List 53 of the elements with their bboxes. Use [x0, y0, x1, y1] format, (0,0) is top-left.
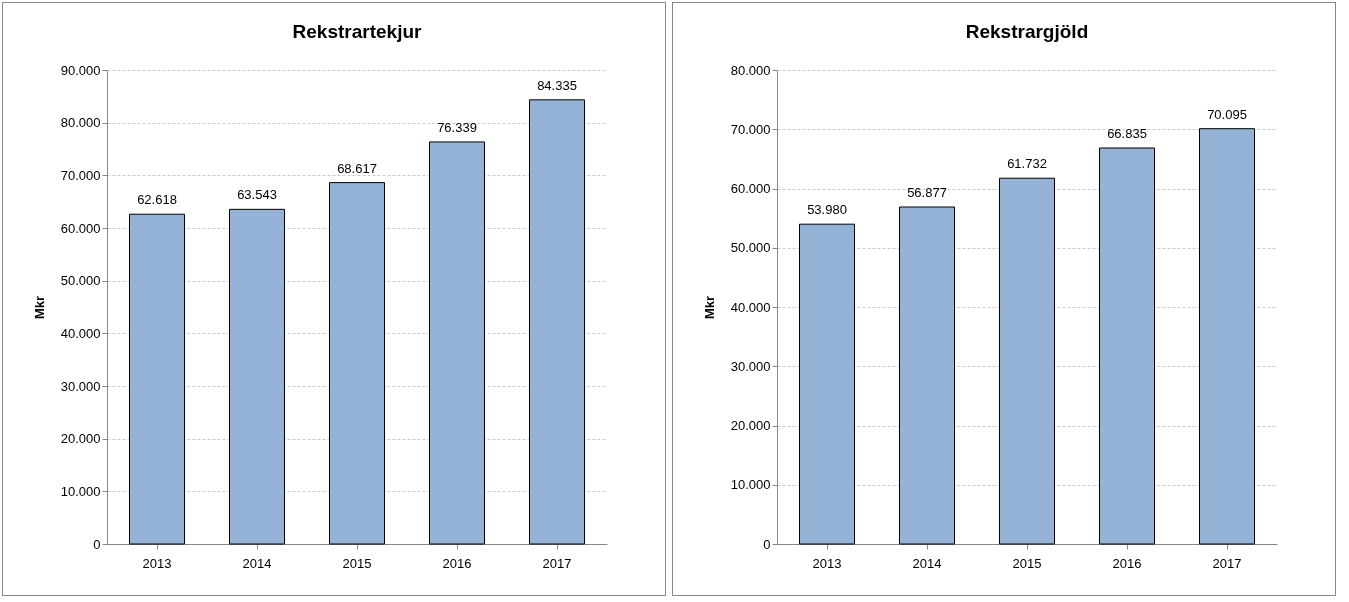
x-tick-label: 2016 [1112, 555, 1142, 571]
bar [229, 208, 285, 545]
y-tick-label: 70.000 [730, 121, 771, 137]
x-tick-label: 2017 [1212, 555, 1242, 571]
y-tick-label: 60.000 [60, 220, 101, 236]
bar [129, 213, 185, 545]
y-axis-title: Mkr [31, 295, 47, 320]
y-tick-label: 70.000 [60, 167, 101, 183]
bar [529, 99, 585, 545]
data-label: 76.339 [437, 119, 477, 135]
bar [429, 141, 485, 545]
bar [1099, 147, 1155, 545]
data-label: 63.543 [237, 187, 277, 203]
y-tick-label: 0 [763, 536, 771, 552]
bar [329, 182, 385, 545]
y-tick-label: 10.000 [730, 477, 771, 493]
data-label: 70.095 [1207, 106, 1247, 122]
data-label: 68.617 [337, 160, 377, 176]
data-label: 56.877 [907, 185, 947, 200]
y-tick-label: 20.000 [60, 431, 101, 447]
x-tick-label: 2013 [142, 555, 172, 571]
bar [899, 206, 955, 545]
data-label: 53.980 [807, 202, 847, 218]
bar [999, 177, 1055, 545]
y-tick-label: 50.000 [60, 273, 101, 289]
bar [1199, 128, 1255, 545]
bar [799, 223, 855, 545]
y-tick-label: 30.000 [730, 358, 771, 374]
x-tick-label: 2014 [912, 555, 942, 571]
x-tick-label: 2015 [342, 555, 372, 571]
y-tick-label: 50.000 [730, 240, 771, 256]
data-label: 84.335 [537, 77, 577, 93]
x-tick-label: 2014 [242, 555, 272, 571]
x-tick-label: 2013 [812, 555, 842, 571]
chart-title: Rekstrartekjur [292, 21, 423, 42]
y-tick-label: 40.000 [730, 299, 771, 315]
data-label: 62.618 [137, 192, 177, 208]
data-label: 66.835 [1107, 126, 1147, 141]
y-tick-label: 40.000 [60, 325, 101, 341]
data-label: 61.732 [1007, 156, 1047, 172]
y-tick-label: 80.000 [60, 115, 101, 131]
x-tick-label: 2015 [1012, 555, 1042, 571]
chart-title: Rekstrargjöld [965, 21, 1089, 42]
x-tick-label: 2016 [442, 555, 472, 571]
y-tick-label: 90.000 [60, 62, 101, 78]
y-tick-label: 10.000 [60, 483, 101, 499]
y-tick-label: 30.000 [60, 378, 101, 394]
x-tick-label: 2017 [542, 555, 572, 571]
y-tick-label: 80.000 [730, 62, 771, 78]
y-tick-label: 0 [93, 536, 101, 552]
y-tick-label: 60.000 [730, 181, 771, 196]
y-axis-title: Mkr [701, 295, 717, 320]
y-tick-label: 20.000 [730, 418, 771, 433]
